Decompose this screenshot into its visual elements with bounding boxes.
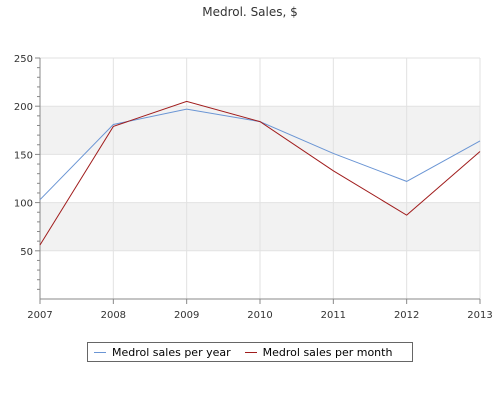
x-tick-label: 2012 bbox=[394, 310, 419, 321]
legend-swatch-series-1 bbox=[94, 351, 106, 353]
x-tick-label: 2007 bbox=[27, 310, 52, 321]
y-tick-label: 50 bbox=[20, 247, 33, 258]
chart-title: Medrol. Sales, $ bbox=[202, 5, 298, 19]
x-tick-label: 2008 bbox=[101, 310, 126, 321]
y-tick-label: 250 bbox=[14, 54, 33, 65]
legend-item-series-2: Medrol sales per month bbox=[244, 345, 393, 359]
x-tick-label: 2010 bbox=[247, 310, 272, 321]
y-tick-label: 100 bbox=[14, 199, 33, 210]
legend-label-series-2: Medrol sales per month bbox=[262, 345, 393, 359]
legend-label-series-1: Medrol sales per year bbox=[112, 345, 231, 359]
legend-item-series-1: Medrol sales per year bbox=[94, 346, 231, 359]
x-tick-label: 2011 bbox=[321, 310, 346, 321]
x-tick-label: 2013 bbox=[467, 310, 492, 321]
series-line-2 bbox=[39, 100, 481, 246]
legend: Medrol sales per year Medrol sales per m… bbox=[87, 342, 413, 362]
legend-swatch-series-2 bbox=[244, 351, 257, 353]
y-tick-label: 150 bbox=[14, 150, 33, 161]
x-tick-label: 2009 bbox=[174, 310, 199, 321]
y-tick-label: 200 bbox=[14, 102, 33, 113]
